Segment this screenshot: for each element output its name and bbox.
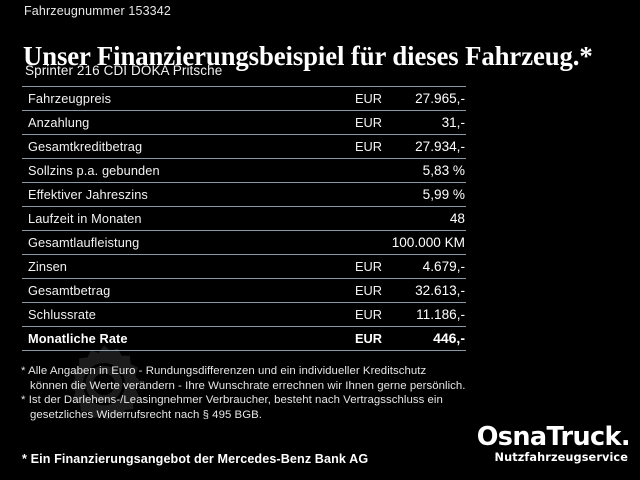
row-currency: EUR [354, 139, 382, 154]
row-currency: EUR [354, 331, 382, 346]
row-label: Schlussrate [28, 307, 96, 322]
finance-table: Fahrzeugpreis EUR 27.965,- Anzahlung EUR… [22, 86, 466, 351]
row-label: Gesamtbetrag [28, 283, 111, 298]
table-row: Laufzeit in Monaten 48 [22, 206, 466, 230]
row-value: 27.965,- [415, 91, 465, 106]
row-currency: EUR [354, 91, 382, 106]
page-title: Unser Finanzierungsbeispiel für dieses F… [23, 41, 593, 72]
row-label: Monatliche Rate [28, 331, 128, 346]
row-label: Anzahlung [28, 115, 90, 130]
vehicle-number: Fahrzeugnummer 153342 [24, 4, 171, 18]
row-currency: EUR [354, 259, 382, 274]
table-row: Gesamtlaufleistung 100.000 KM [22, 230, 466, 254]
table-row-monthly-rate: Monatliche Rate EUR 446,- [22, 326, 466, 351]
table-row: Gesamtbetrag EUR 32.613,- [22, 278, 466, 302]
row-value: 100.000 KM [391, 235, 465, 250]
footnotes: * Alle Angaben in Euro - Rundungsdiffere… [21, 364, 491, 422]
footnote-line: können die Werte verändern - Ihre Wunsch… [30, 379, 466, 392]
row-label: Laufzeit in Monaten [28, 211, 142, 226]
footnote-line: * Alle Angaben in Euro - Rundungsdiffere… [21, 365, 427, 377]
row-value: 5,99 % [422, 187, 465, 202]
table-row: Fahrzeugpreis EUR 27.965,- [22, 86, 466, 110]
logo-name: OsnaTruck. [476, 422, 631, 452]
row-value: 5,83 % [422, 163, 465, 178]
table-row: Anzahlung EUR 31,- [22, 110, 466, 134]
row-label: Zinsen [28, 259, 68, 274]
logo-tagline: Nutzfahrzeugservice [494, 451, 628, 464]
table-row: Gesamtkreditbetrag EUR 27.934,- [22, 134, 466, 158]
row-label: Gesamtkreditbetrag [28, 139, 143, 154]
row-currency: EUR [354, 115, 382, 130]
table-row: Schlussrate EUR 11.186,- [22, 302, 466, 326]
row-label: Gesamtlaufleistung [28, 235, 140, 250]
row-value: 446,- [433, 330, 465, 346]
footnote-line: * Ist der Darlehens-/Leasingnehmer Verbr… [21, 394, 443, 407]
bank-financing-note: * Ein Finanzierungsangebot der Mercedes-… [22, 452, 369, 466]
company-logo: OsnaTruck. Nutzfahrzeugservice [476, 422, 631, 465]
vehicle-model-name: Sprinter 216 CDI DOKA Pritsche [25, 63, 223, 78]
row-label: Effektiver Jahreszins [28, 187, 148, 202]
row-currency: EUR [354, 307, 382, 322]
table-row: Zinsen EUR 4.679,- [22, 254, 466, 278]
row-value: 4.679,- [422, 259, 465, 274]
row-value: 31,- [441, 115, 465, 130]
row-value: 27.934,- [415, 139, 465, 154]
row-label: Sollzins p.a. gebunden [28, 163, 160, 178]
row-value: 11.186,- [416, 307, 465, 322]
table-row: Effektiver Jahreszins 5,99 % [22, 182, 466, 206]
row-value: 32.613,- [415, 283, 465, 298]
row-label: Fahrzeugpreis [28, 91, 112, 106]
row-currency: EUR [354, 283, 382, 298]
row-value: 48 [449, 211, 465, 226]
table-row: Sollzins p.a. gebunden 5,83 % [22, 158, 466, 182]
footnote-line: gesetzliches Widerrufsrecht nach § 495 B… [30, 408, 262, 421]
